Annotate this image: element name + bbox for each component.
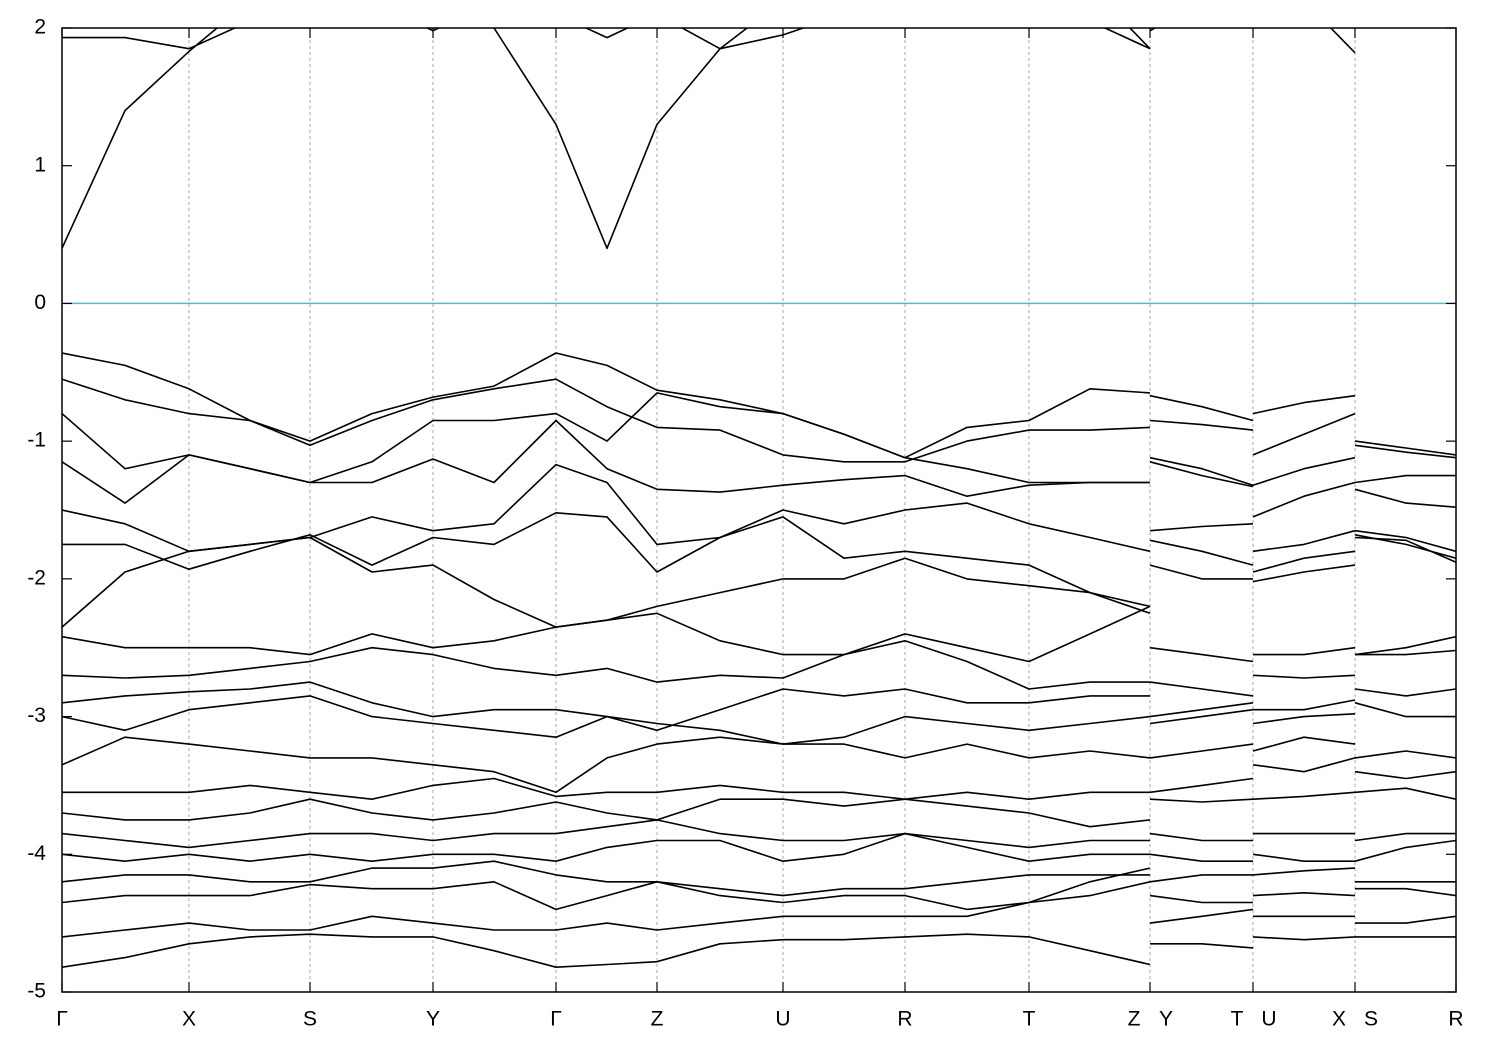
y-tick-label: -4 bbox=[27, 842, 46, 865]
x-tick-label: T bbox=[1023, 1008, 1036, 1031]
band-line bbox=[62, 605, 1456, 663]
x-tick-label: Y bbox=[1159, 1008, 1173, 1031]
y-tick-label: 0 bbox=[34, 291, 46, 314]
band-line bbox=[62, 736, 1456, 794]
band-line bbox=[62, 832, 1456, 862]
band-line bbox=[62, 640, 1456, 697]
bands bbox=[62, 28, 1456, 968]
band-line bbox=[62, 695, 1456, 745]
band-line bbox=[62, 681, 1456, 732]
band-line bbox=[62, 819, 1456, 849]
grid-layer bbox=[61, 28, 1457, 992]
plot-frame bbox=[61, 27, 1457, 993]
x-tick-label: R bbox=[1448, 1008, 1463, 1031]
x-tick-label: S bbox=[1364, 1008, 1378, 1031]
x-tick-label: X bbox=[1332, 1008, 1346, 1031]
band-line bbox=[62, 419, 1456, 518]
band-line bbox=[62, 933, 1456, 968]
band-line bbox=[62, 881, 1456, 938]
band-line bbox=[62, 860, 1456, 897]
x-tick-label: Y bbox=[426, 1008, 440, 1031]
band-line bbox=[62, 352, 1456, 459]
x-tick-label: T bbox=[1231, 1008, 1244, 1031]
x-tick-label: Γ bbox=[56, 1008, 68, 1031]
x-tick-label: X bbox=[182, 1008, 196, 1031]
band-line bbox=[62, 757, 1456, 800]
band-line bbox=[62, 536, 1456, 628]
band-line bbox=[62, 511, 1456, 608]
band-line bbox=[62, 787, 1456, 828]
band-line bbox=[62, 867, 1456, 911]
band-line bbox=[62, 463, 1456, 553]
x-tick-label: R bbox=[897, 1008, 912, 1031]
x-tick-label: Z bbox=[651, 1008, 664, 1031]
band-line bbox=[62, 28, 1157, 50]
x-tick-label: U bbox=[775, 1008, 790, 1031]
y-tick-label: -5 bbox=[27, 980, 46, 1003]
band-line bbox=[62, 392, 1456, 486]
y-tick-label: 1 bbox=[34, 153, 46, 176]
band-line bbox=[62, 28, 1356, 250]
y-tick-label: -2 bbox=[27, 566, 46, 589]
band-line bbox=[62, 378, 1456, 463]
x-tick-label: S bbox=[303, 1008, 317, 1031]
x-tick-label: Γ bbox=[550, 1008, 562, 1031]
y-tick-label: -1 bbox=[27, 429, 46, 452]
x-tick-label: Z bbox=[1128, 1008, 1141, 1031]
y-tick-label: 2 bbox=[34, 16, 46, 39]
x-tick-label: U bbox=[1261, 1008, 1276, 1031]
y-tick-label: -3 bbox=[27, 704, 46, 727]
